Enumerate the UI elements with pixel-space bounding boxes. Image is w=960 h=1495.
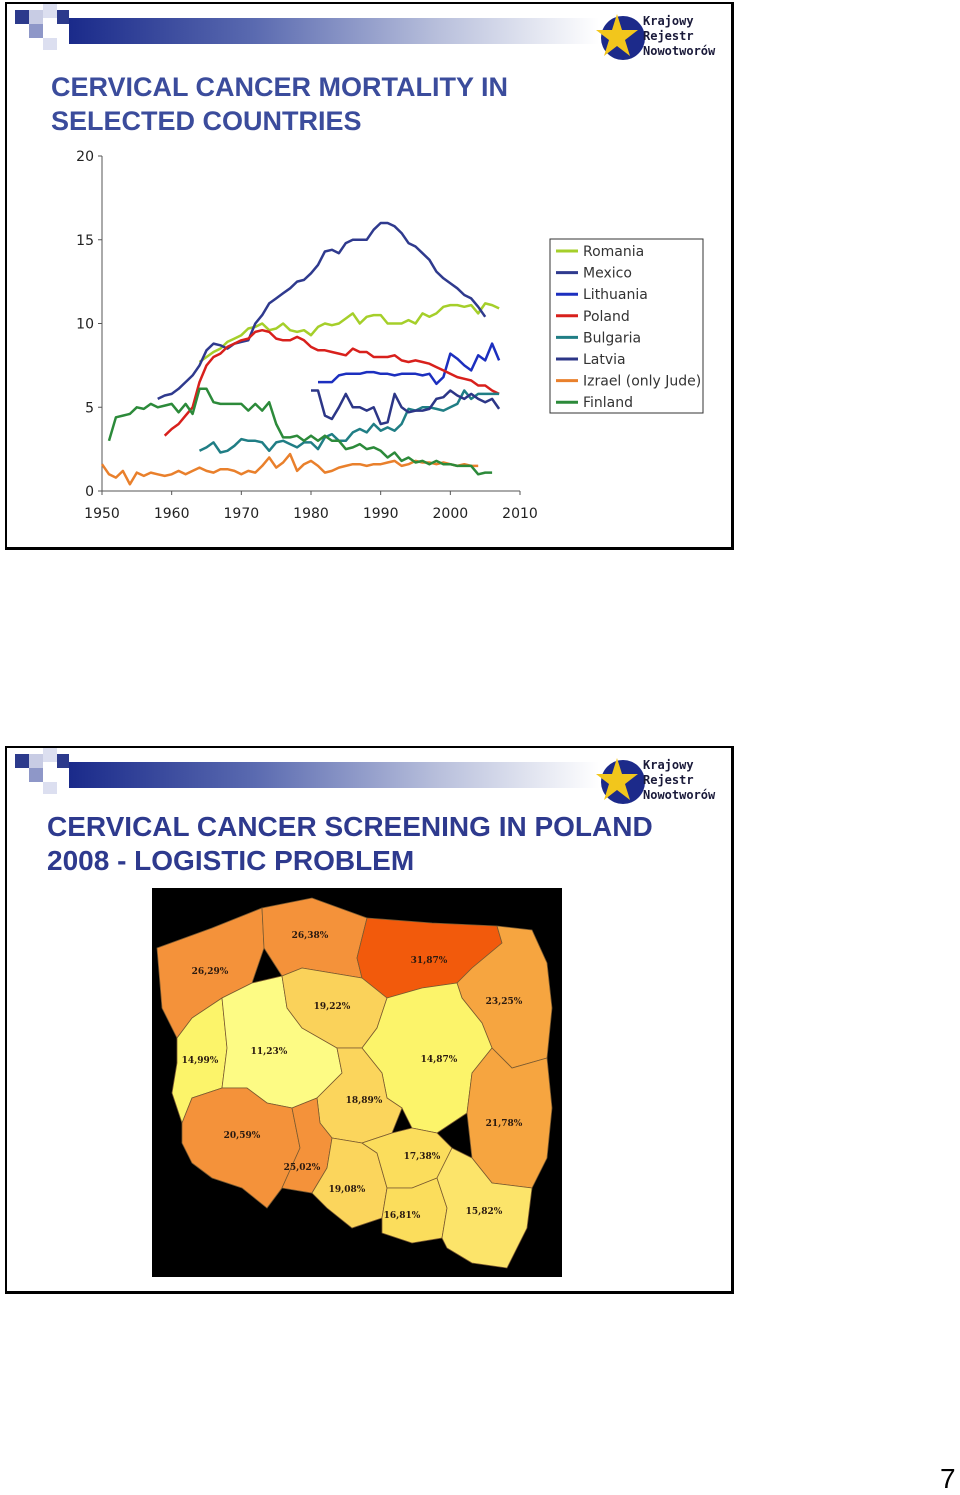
title-line: SELECTED COUNTRIES [51, 106, 362, 136]
header-square [57, 754, 69, 768]
title-line: CERVICAL CANCER SCREENING IN POLAND [47, 811, 653, 842]
header-gradient-bar [69, 762, 599, 788]
region-podkarpackie [436, 1147, 533, 1269]
slide-title: CERVICAL CANCER MORTALITY IN SELECTED CO… [51, 70, 508, 138]
series-line [318, 342, 501, 386]
x-tick-label: 1960 [154, 506, 190, 522]
header-square [29, 768, 43, 782]
x-tick-label: 1950 [84, 506, 120, 522]
legend-label: Lithuania [583, 287, 648, 303]
header-square [43, 748, 57, 762]
registry-logo: Krajowy Rejestr Nowotworów [593, 752, 731, 810]
logo-line: Rejestr [643, 29, 694, 43]
region-percent-label: 19,22% [314, 1002, 351, 1012]
series-line [311, 389, 501, 426]
legend-label: Romania [583, 244, 644, 260]
slide-screening: Krajowy Rejestr Nowotworów CERVICAL CANC… [5, 746, 734, 1294]
region-percent-label: 14,99% [182, 1056, 219, 1066]
star-icon [596, 758, 645, 804]
chart-plot-area [100, 221, 501, 486]
slide-header [7, 4, 731, 54]
title-line: 2008 - LOGISTIC PROBLEM [47, 845, 415, 876]
legend-label: Latvia [583, 352, 626, 368]
legend-label: Poland [583, 309, 630, 325]
legend-label: Mexico [583, 266, 632, 282]
region-percent-label: 16,81% [384, 1211, 421, 1221]
header-square [43, 38, 57, 50]
x-tick-label: 1970 [224, 506, 260, 522]
x-tick-label: 1990 [363, 506, 399, 522]
series-line [198, 302, 500, 364]
y-tick-label: 0 [85, 484, 94, 500]
series-line [107, 387, 493, 476]
region-percent-label: 23,25% [486, 997, 523, 1007]
logo-line: Krajowy [643, 758, 694, 772]
title-line: CERVICAL CANCER MORTALITY IN [51, 72, 509, 102]
region-percent-label: 17,38% [404, 1152, 441, 1162]
page-number: 7 [940, 1463, 956, 1494]
series-line [157, 221, 487, 401]
region-percent-label: 19,08% [329, 1185, 366, 1195]
legend-label: Finland [583, 395, 633, 411]
region-percent-label: 11,23% [251, 1047, 288, 1057]
y-tick-label: 20 [76, 149, 94, 165]
header-square [15, 10, 29, 24]
legend-label: Izrael (only Jude) [583, 374, 701, 390]
header-square [29, 24, 43, 38]
series-line [198, 389, 500, 454]
y-tick-label: 10 [76, 317, 94, 333]
region-percent-label: 14,87% [421, 1055, 458, 1065]
logo-line: Rejestr [643, 773, 694, 787]
header-square [43, 782, 57, 794]
header-gradient-bar [69, 18, 599, 44]
star-icon [596, 14, 645, 60]
y-tick-label: 5 [85, 400, 94, 416]
logo-line: Krajowy [643, 14, 694, 28]
region-percent-label: 18,89% [346, 1096, 383, 1106]
region-dolnoslaskie [181, 1087, 301, 1209]
region-percent-label: 26,29% [192, 967, 229, 977]
chart-legend: Romania Mexico Lithuania Poland Bulgaria Latv… [549, 238, 704, 414]
region-percent-label: 25,02% [284, 1163, 321, 1173]
region-percent-labels: 26,29% 26,38% 31,87% 23,25% 14,99% 11,23% 19,2… [182, 931, 523, 1221]
poland-voivodeship-map: 26,29% 26,38% 31,87% 23,25% 14,99% 11,23% 19,2… [152, 888, 562, 1277]
header-square [57, 10, 69, 24]
slide-mortality: Krajowy Rejestr Nowotworów CERVICAL CANC… [5, 2, 734, 550]
region-percent-label: 20,59% [224, 1131, 261, 1141]
legend-label: Bulgaria [583, 330, 641, 346]
logo-line: Nowotworów [643, 44, 716, 58]
x-tick-label: 1980 [293, 506, 329, 522]
header-square [15, 754, 29, 768]
region-percent-label: 21,78% [486, 1119, 523, 1129]
header-square [29, 754, 43, 768]
x-tick-label: 2000 [433, 506, 469, 522]
header-square [43, 24, 57, 38]
chart-axes: 0 5 10 15 20 1950 1960 1970 1980 1990 2000 2010 [76, 149, 538, 522]
slide-title: CERVICAL CANCER SCREENING IN POLAND 2008… [47, 810, 653, 878]
legend-box [549, 238, 704, 414]
series-line [163, 328, 500, 437]
region-percent-label: 15,82% [466, 1207, 503, 1217]
registry-logo: Krajowy Rejestr Nowotworów [593, 8, 731, 66]
region-lubelskie [466, 1047, 553, 1189]
header-square [29, 10, 43, 24]
header-square [43, 4, 57, 18]
mortality-line-chart: 0 5 10 15 20 1950 1960 1970 1980 1990 2000 2010 Rom… [76, 149, 704, 522]
logo-line: Nowotworów [643, 788, 716, 802]
series-line [100, 452, 479, 486]
slide-header [7, 748, 731, 798]
region-percent-label: 26,38% [292, 931, 329, 941]
header-square [43, 768, 57, 782]
x-tick-label: 2010 [502, 506, 538, 522]
y-tick-label: 15 [76, 233, 94, 249]
region-percent-label: 31,87% [411, 956, 448, 966]
